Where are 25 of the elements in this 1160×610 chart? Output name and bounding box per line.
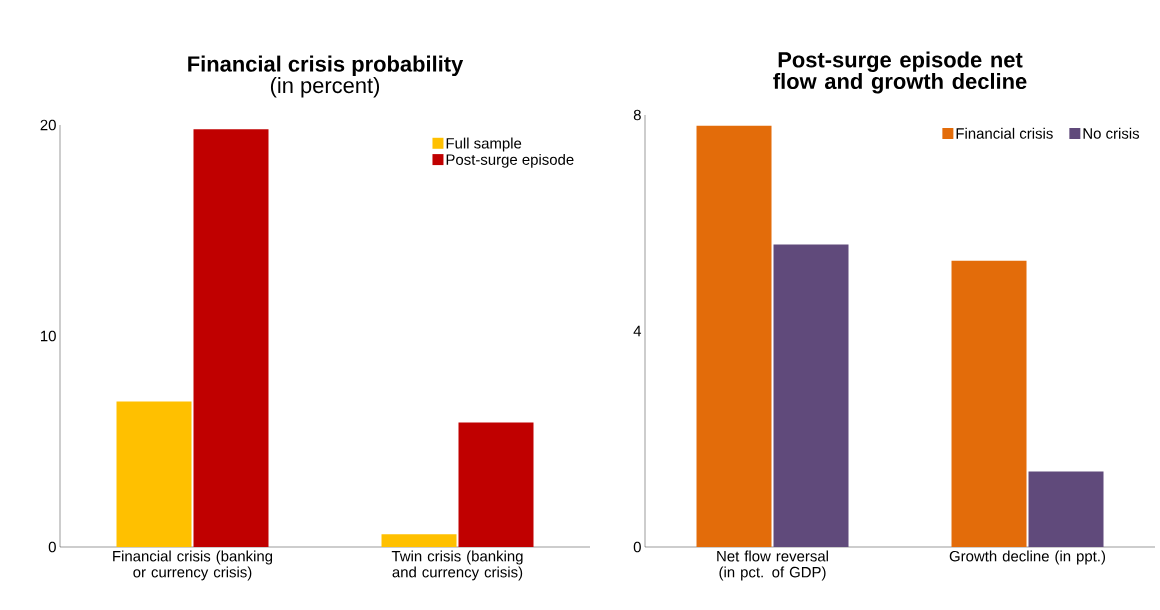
bar (381, 534, 457, 547)
chart-title: Financial crisis probability (188, 55, 464, 77)
legend-label: Financial crisis (956, 127, 1053, 139)
chart-title: Post-surge episode net flow and growth decline (773, 51, 1027, 94)
y-tick-label: 0 (48, 541, 56, 553)
legend-label: No crisis (1083, 127, 1140, 139)
bar (1028, 471, 1104, 547)
bar (116, 401, 192, 547)
y-tick-label: 20 (40, 119, 56, 131)
y-tick-label: 4 (633, 325, 642, 337)
x-tick-label: Financial crisis (banking or currency crisis) (113, 550, 273, 581)
chart-subtitle: (in percent) (270, 77, 380, 98)
bar (951, 260, 1027, 547)
y-tick-label: 10 (41, 330, 56, 342)
bar (773, 244, 849, 547)
x-tick-label: Net flow reversal (in pct. of GDP) (717, 550, 828, 581)
legend-label: Post-surge episode (446, 153, 574, 168)
legend-label: Full sample (446, 137, 522, 152)
x-tick-label: Twin crisis (banking and currency crisis) (391, 550, 523, 581)
y-tick-label: 8 (633, 109, 641, 121)
bar (696, 125, 772, 547)
bar (193, 129, 269, 547)
y-tick-label: 0 (633, 541, 641, 553)
x-tick-label: Growth decline (in ppt.) (949, 550, 1106, 565)
bar (458, 422, 534, 547)
